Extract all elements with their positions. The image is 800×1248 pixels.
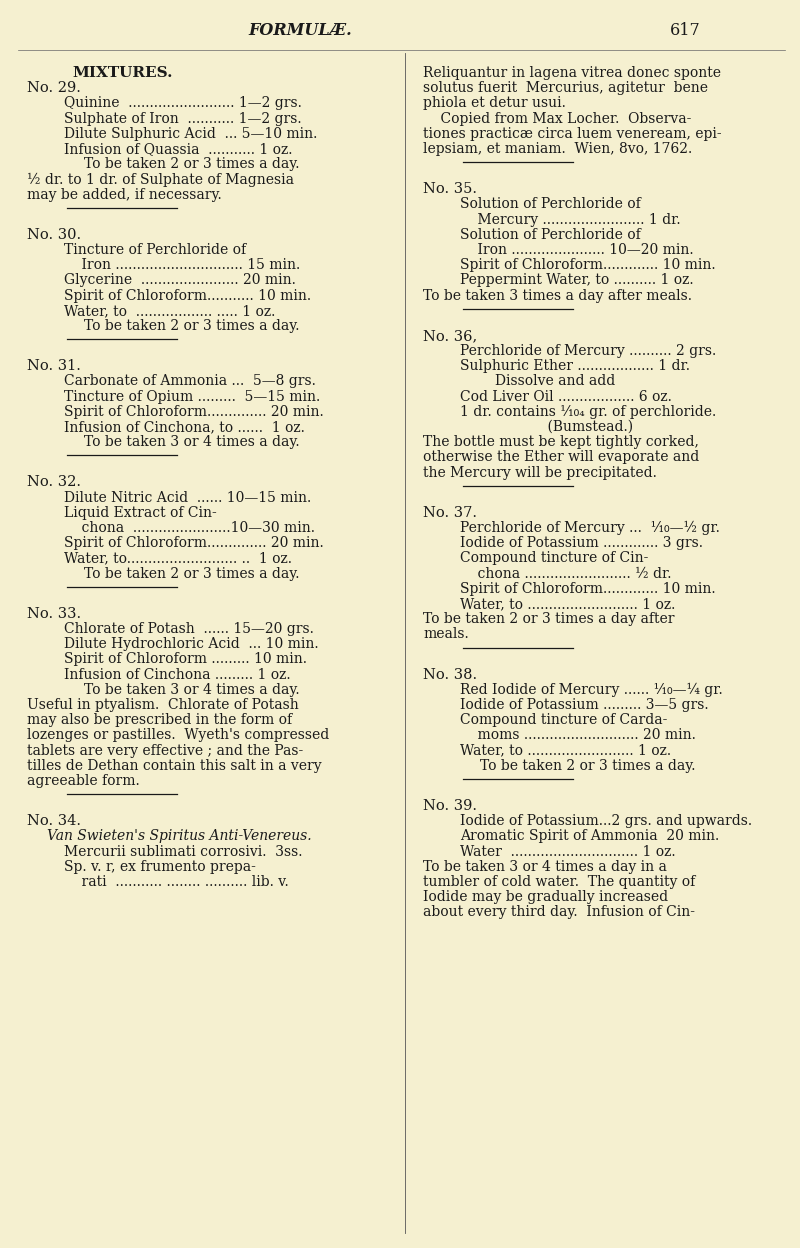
Text: FORMULÆ.: FORMULÆ. [248,21,352,39]
Text: Spirit of Chloroform............. 10 min.: Spirit of Chloroform............. 10 min… [460,582,716,595]
Text: Spirit of Chloroform ......... 10 min.: Spirit of Chloroform ......... 10 min. [64,653,307,666]
Text: rati  ........... ........ .......... lib. v.: rati ........... ........ .......... lib… [64,875,289,889]
Text: Water  .............................. 1 oz.: Water .............................. 1 o… [460,845,676,859]
Text: Compound tincture of Carda-: Compound tincture of Carda- [460,713,667,728]
Text: To be taken 3 or 4 times a day in a: To be taken 3 or 4 times a day in a [423,860,667,874]
Text: No. 36,: No. 36, [423,328,478,343]
Text: tumbler of cold water.  The quantity of: tumbler of cold water. The quantity of [423,875,695,889]
Text: To be taken 2 or 3 times a day.: To be taken 2 or 3 times a day. [84,567,299,580]
Text: Dilute Sulphuric Acid  ... 5—10 min.: Dilute Sulphuric Acid ... 5—10 min. [64,127,318,141]
Text: Tincture of Opium .........  5—15 min.: Tincture of Opium ......... 5—15 min. [64,389,320,403]
Text: Iodide of Potassium ............. 3 grs.: Iodide of Potassium ............. 3 grs. [460,537,703,550]
Text: Iodide may be gradually increased: Iodide may be gradually increased [423,890,668,905]
Text: MIXTURES.: MIXTURES. [72,66,173,80]
Text: Iodide of Potassium...2 grs. and upwards.: Iodide of Potassium...2 grs. and upwards… [460,814,752,829]
Text: Spirit of Chloroform............. 10 min.: Spirit of Chloroform............. 10 min… [460,258,716,272]
Text: No. 38.: No. 38. [423,668,477,681]
Text: lozenges or pastilles.  Wyeth's compressed: lozenges or pastilles. Wyeth's compresse… [27,729,330,743]
Text: Aromatic Spirit of Ammonia  20 min.: Aromatic Spirit of Ammonia 20 min. [460,830,719,844]
Text: To be taken 3 or 4 times a day.: To be taken 3 or 4 times a day. [84,436,300,449]
Text: Spirit of Chloroform.............. 20 min.: Spirit of Chloroform.............. 20 mi… [64,404,324,419]
Text: Water, to  .................. ..... 1 oz.: Water, to .................. ..... 1 oz. [64,303,275,318]
Text: The bottle must be kept tightly corked,: The bottle must be kept tightly corked, [423,436,699,449]
Text: Sp. v. r, ex frumento prepa-: Sp. v. r, ex frumento prepa- [64,860,256,874]
Text: about every third day.  Infusion of Cin-: about every third day. Infusion of Cin- [423,905,695,920]
Text: Mercurii sublimati corrosivi.  3ss.: Mercurii sublimati corrosivi. 3ss. [64,845,302,859]
Text: Carbonate of Ammonia ...  5—8 grs.: Carbonate of Ammonia ... 5—8 grs. [64,374,316,388]
Text: Peppermint Water, to .......... 1 oz.: Peppermint Water, to .......... 1 oz. [460,273,694,287]
Text: tilles de Dethan contain this salt in a very: tilles de Dethan contain this salt in a … [27,759,322,773]
Text: moms ........................... 20 min.: moms ........................... 20 min. [460,729,696,743]
Text: Solution of Perchloride of: Solution of Perchloride of [460,197,641,211]
Text: No. 31.: No. 31. [27,359,81,373]
Text: No. 39.: No. 39. [423,799,477,812]
Text: Water, to.......................... ..  1 oz.: Water, to.......................... .. 1… [64,552,292,565]
Text: Iodide of Potassium ......... 3—5 grs.: Iodide of Potassium ......... 3—5 grs. [460,698,709,713]
Text: Dilute Nitric Acid  ...... 10—15 min.: Dilute Nitric Acid ...... 10—15 min. [64,490,311,504]
Text: the Mercury will be precipitated.: the Mercury will be precipitated. [423,466,657,479]
Text: Copied from Max Locher.  Observa-: Copied from Max Locher. Observa- [423,111,691,126]
Text: lepsiam, et maniam.  Wien, 8vo, 1762.: lepsiam, et maniam. Wien, 8vo, 1762. [423,142,692,156]
Text: Red Iodide of Mercury ...... ⅒—¼ gr.: Red Iodide of Mercury ...... ⅒—¼ gr. [460,683,722,696]
Text: Iron ...................... 10—20 min.: Iron ...................... 10—20 min. [460,243,694,257]
Text: Cod Liver Oil .................. 6 oz.: Cod Liver Oil .................. 6 oz. [460,389,672,403]
Text: ½ dr. to 1 dr. of Sulphate of Magnesia: ½ dr. to 1 dr. of Sulphate of Magnesia [27,172,294,187]
Text: No. 29.: No. 29. [27,81,81,95]
Text: may be added, if necessary.: may be added, if necessary. [27,187,222,202]
Text: Water, to ......................... 1 oz.: Water, to ......................... 1 oz… [460,744,671,758]
Text: To be taken 2 or 3 times a day.: To be taken 2 or 3 times a day. [480,759,695,773]
Text: No. 30.: No. 30. [27,228,81,242]
Text: To be taken 3 or 4 times a day.: To be taken 3 or 4 times a day. [84,683,300,696]
Text: Mercury ........................ 1 dr.: Mercury ........................ 1 dr. [460,212,681,227]
Text: Spirit of Chloroform.............. 20 min.: Spirit of Chloroform.............. 20 mi… [64,537,324,550]
Text: Dilute Hydrochloric Acid  ... 10 min.: Dilute Hydrochloric Acid ... 10 min. [64,638,318,651]
Text: Chlorate of Potash  ...... 15—20 grs.: Chlorate of Potash ...... 15—20 grs. [64,622,314,636]
Text: phiola et detur usui.: phiola et detur usui. [423,96,566,110]
Text: Perchloride of Mercury .......... 2 grs.: Perchloride of Mercury .......... 2 grs. [460,344,716,358]
Text: To be taken 2 or 3 times a day after: To be taken 2 or 3 times a day after [423,613,674,626]
Text: Van Swieten's Spiritus Anti-Venereus.: Van Swieten's Spiritus Anti-Venereus. [47,830,312,844]
Text: Sulphuric Ether .................. 1 dr.: Sulphuric Ether .................. 1 dr. [460,359,690,373]
Text: No. 35.: No. 35. [423,182,477,196]
Text: Useful in ptyalism.  Chlorate of Potash: Useful in ptyalism. Chlorate of Potash [27,698,298,713]
Text: Dissolve and add: Dissolve and add [460,374,615,388]
Text: Sulphate of Iron  ........... 1—2 grs.: Sulphate of Iron ........... 1—2 grs. [64,111,302,126]
Text: Iron .............................. 15 min.: Iron .............................. 15 m… [64,258,300,272]
Text: (Bumstead.): (Bumstead.) [460,421,633,434]
Text: Water, to .......................... 1 oz.: Water, to .......................... 1 o… [460,597,675,612]
Text: Tincture of Perchloride of: Tincture of Perchloride of [64,243,246,257]
Text: solutus fuerit  Mercurius, agitetur  bene: solutus fuerit Mercurius, agitetur bene [423,81,708,95]
Text: Infusion of Cinchona, to ......  1 oz.: Infusion of Cinchona, to ...... 1 oz. [64,421,305,434]
Text: To be taken 2 or 3 times a day.: To be taken 2 or 3 times a day. [84,157,299,171]
Text: Reliquantur in lagena vitrea donec sponte: Reliquantur in lagena vitrea donec spont… [423,66,721,80]
Text: 617: 617 [670,21,700,39]
Text: otherwise the Ether will evaporate and: otherwise the Ether will evaporate and [423,451,699,464]
Text: Solution of Perchloride of: Solution of Perchloride of [460,228,641,242]
Text: may also be prescribed in the form of: may also be prescribed in the form of [27,713,292,728]
Text: Compound tincture of Cin-: Compound tincture of Cin- [460,552,648,565]
Text: No. 33.: No. 33. [27,607,81,620]
Text: Perchloride of Mercury ...  ⅒—½ gr.: Perchloride of Mercury ... ⅒—½ gr. [460,520,720,535]
Text: chona  .......................10—30 min.: chona .......................10—30 min. [64,520,315,535]
Text: No. 34.: No. 34. [27,814,81,829]
Text: Glycerine  ....................... 20 min.: Glycerine ....................... 20 min… [64,273,296,287]
Text: No. 37.: No. 37. [423,505,477,520]
Text: chona ......................... ½ dr.: chona ......................... ½ dr. [460,567,671,580]
Text: tiones practicæ circa luem veneream, epi-: tiones practicæ circa luem veneream, epi… [423,127,722,141]
Text: meals.: meals. [423,628,469,641]
Text: To be taken 3 times a day after meals.: To be taken 3 times a day after meals. [423,288,692,302]
Text: agreeable form.: agreeable form. [27,774,140,787]
Text: Liquid Extract of Cin-: Liquid Extract of Cin- [64,505,217,520]
Text: Quinine  ......................... 1—2 grs.: Quinine ......................... 1—2 gr… [64,96,302,110]
Text: No. 32.: No. 32. [27,475,81,489]
Text: Spirit of Chloroform........... 10 min.: Spirit of Chloroform........... 10 min. [64,288,311,302]
Text: 1 dr. contains ⅒₄ gr. of perchloride.: 1 dr. contains ⅒₄ gr. of perchloride. [460,404,716,419]
Text: Infusion of Cinchona ......... 1 oz.: Infusion of Cinchona ......... 1 oz. [64,668,290,681]
Text: tablets are very effective ; and the Pas-: tablets are very effective ; and the Pas… [27,744,303,758]
Text: To be taken 2 or 3 times a day.: To be taken 2 or 3 times a day. [84,319,299,333]
Text: Infusion of Quassia  ........... 1 oz.: Infusion of Quassia ........... 1 oz. [64,142,293,156]
